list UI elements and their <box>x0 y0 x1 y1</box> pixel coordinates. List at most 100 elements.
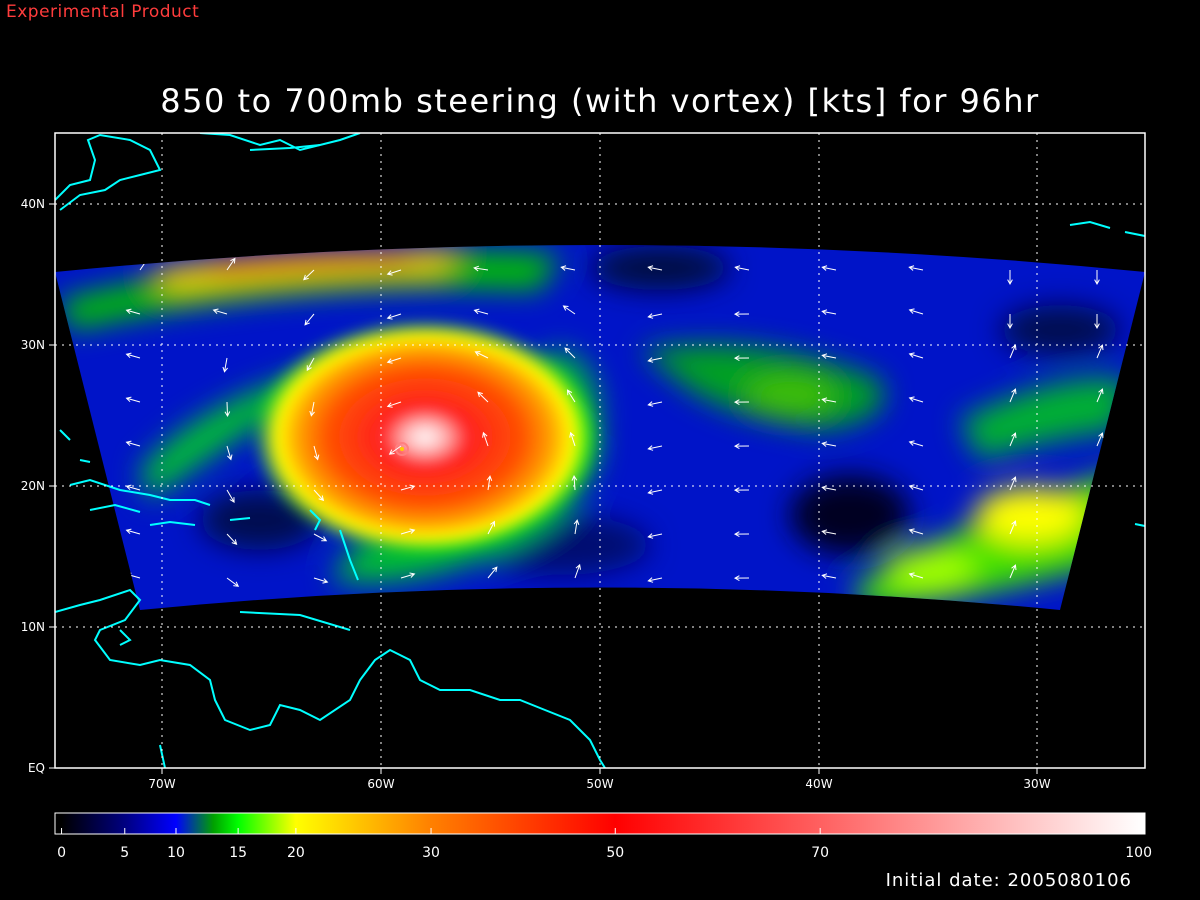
lon-tick-label: 60W <box>367 777 394 791</box>
initial-date: Initial date: 2005080106 <box>885 870 1132 891</box>
colorbar-tick-label: 30 <box>422 845 440 861</box>
colorbar <box>54 812 1146 835</box>
wind-vector <box>647 265 663 271</box>
colorbar-tick-label: 100 <box>1125 845 1152 861</box>
colorbar-tick-label: 15 <box>229 845 247 861</box>
wind-vector <box>569 431 576 447</box>
wind-vector <box>1096 564 1104 579</box>
wind-vector <box>647 489 663 495</box>
wind-vector <box>1009 432 1017 447</box>
wind-vector <box>222 357 229 373</box>
wind-vector <box>1009 564 1017 579</box>
wind-vector <box>733 311 750 317</box>
colorbar-tick-label: 50 <box>606 845 624 861</box>
wind-vector <box>908 265 924 271</box>
wind-vector <box>487 520 496 535</box>
wind-vector <box>474 351 489 359</box>
wind-vector <box>386 401 402 408</box>
wind-vector <box>733 575 750 581</box>
wind-vector <box>571 474 578 491</box>
wind-vector <box>562 305 576 315</box>
wind-vector <box>821 573 837 579</box>
lat-tick-label: 10N <box>21 620 45 634</box>
wind-vector <box>821 441 837 447</box>
wind-vector <box>309 401 315 417</box>
wind-vector <box>733 355 750 361</box>
wind-vector <box>482 431 489 447</box>
colorbar-ticks: 0 5 10 15 20 30 50 70 100 <box>57 828 1152 861</box>
lon-tick-label: 30W <box>1023 777 1050 791</box>
wind-vector <box>386 269 402 276</box>
wind-vector <box>400 484 416 491</box>
wind-vector <box>313 445 320 461</box>
plot-area <box>55 133 1145 768</box>
wind-vector <box>821 529 837 535</box>
wind-vector <box>1009 388 1017 403</box>
wind-vector <box>733 443 750 449</box>
wind-vector <box>1096 520 1104 535</box>
wind-vector <box>224 401 231 418</box>
wind-vector <box>486 475 493 491</box>
wind-vector <box>821 309 837 315</box>
wind-vector <box>386 313 402 320</box>
wind-vector <box>400 572 416 579</box>
graticule <box>55 133 1145 768</box>
wind-vector <box>313 577 329 584</box>
wind-vector <box>226 533 238 545</box>
wind-vector <box>388 445 402 455</box>
lon-tick-label: 50W <box>586 777 613 791</box>
wind-vector <box>908 352 924 359</box>
lat-tick-label: 40N <box>21 197 45 211</box>
wind-vector <box>647 577 663 583</box>
wind-vector <box>647 401 663 407</box>
wind-vector <box>1096 344 1104 359</box>
wind-vector <box>473 265 489 272</box>
wind-vector <box>821 353 837 359</box>
wind-vector <box>647 313 663 319</box>
wind-vector <box>1007 270 1013 286</box>
wind-vector <box>125 352 141 359</box>
wind-vector <box>573 519 580 535</box>
hurricane-vortex <box>250 317 600 557</box>
wind-vector <box>125 528 141 535</box>
wind-vector <box>226 577 240 587</box>
wind-vector <box>574 563 581 579</box>
wind-vector <box>125 440 141 447</box>
wind-vector <box>821 265 837 271</box>
lat-tick-label: 30N <box>21 338 45 352</box>
lat-tick-label: 20N <box>21 479 45 493</box>
wind-vector <box>313 533 328 542</box>
wind-vector <box>647 533 663 539</box>
wind-vector <box>908 308 924 315</box>
wind-vector <box>473 308 489 315</box>
wind-vector <box>1009 476 1017 491</box>
wind-vector <box>1007 314 1013 330</box>
wind-vector <box>226 445 233 461</box>
lon-tick-label: 70W <box>148 777 175 791</box>
wind-vector <box>226 257 236 271</box>
wind-vector <box>125 396 141 403</box>
colorbar-tick-label: 10 <box>167 845 185 861</box>
wind-vector <box>647 357 663 363</box>
wind-vector <box>304 313 315 326</box>
wind-vector <box>908 396 924 403</box>
colorbar-tick-label: 20 <box>287 845 305 861</box>
wind-vector <box>1096 476 1104 491</box>
wind-vector <box>226 489 235 503</box>
map-title: 850 to 700mb steering (with vortex) [kts… <box>160 82 1040 120</box>
wind-vector <box>908 528 924 535</box>
wind-vector <box>1096 388 1104 403</box>
wind-vector <box>400 528 416 535</box>
experimental-product-label: Experimental Product <box>6 2 200 22</box>
wind-vector <box>733 531 750 537</box>
wind-vector <box>125 308 141 315</box>
wind-vector <box>734 265 750 271</box>
wind-vector <box>477 391 489 403</box>
wind-vector <box>212 308 228 315</box>
wind-vector <box>908 572 924 579</box>
lon-tick-label: 40W <box>805 777 832 791</box>
wind-vector <box>564 347 576 359</box>
lat-tick-label: EQ <box>28 761 45 775</box>
wind-vector <box>821 397 837 403</box>
